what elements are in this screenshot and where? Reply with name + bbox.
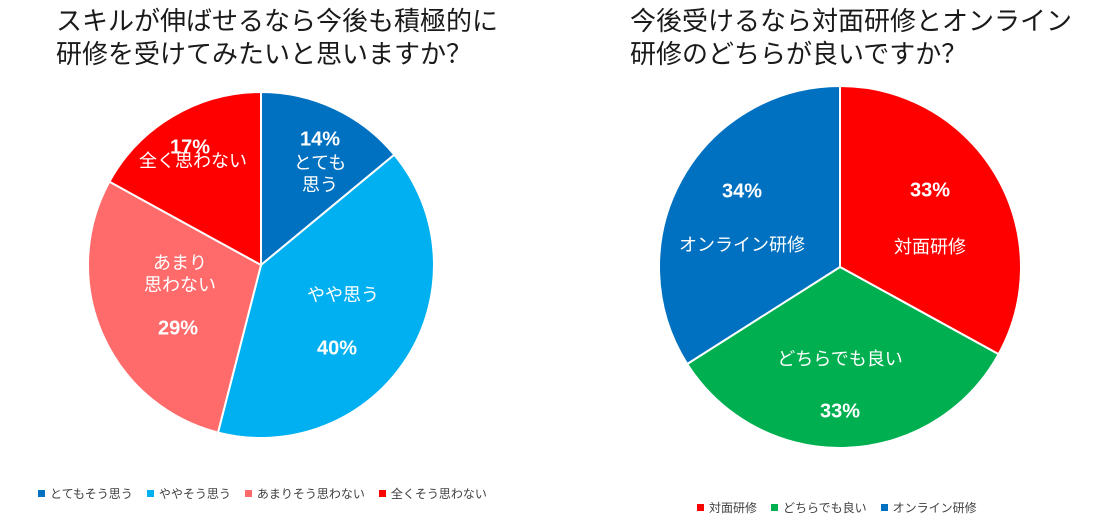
slice-percentage: 34%	[722, 180, 762, 202]
pie-slice	[108, 90, 262, 267]
legend: 対面研修 どちらでも良い オンライン研修	[697, 499, 977, 516]
legend-item: どちらでも良い	[771, 499, 867, 516]
pie-slice	[260, 90, 396, 268]
legend-swatch	[38, 490, 45, 497]
chart-title: 今後受けるなら対面研修とオンライン 研修のどちらが良いですか？	[630, 7, 1073, 70]
legend-swatch	[244, 490, 252, 497]
legend-swatch	[880, 504, 888, 511]
legend-item: 対面研修	[697, 499, 757, 516]
slice-percentage: 33%	[910, 179, 950, 201]
slice-label: 全く思わない	[139, 151, 247, 172]
legend-label: ややそう思う	[158, 487, 231, 501]
pie-slice	[658, 84, 841, 366]
pie-chart-training-format: 今後受けるなら対面研修とオンライン 研修のどちらが良いですか？ 対面研修 33% ど…	[555, 0, 1111, 527]
slice-label: オンライン研修	[679, 235, 805, 256]
legend-swatch	[378, 490, 386, 497]
slice-percentage: 40%	[317, 337, 357, 359]
pie-slice	[216, 153, 435, 439]
legend-item: 全くそう思わない	[378, 485, 487, 502]
slice-percentage: 29%	[158, 317, 198, 339]
slice-label: とても思う	[294, 153, 347, 196]
slice-label: あまり思わない	[144, 253, 216, 296]
legend-label: あまりそう思わない	[256, 487, 365, 501]
slice-percentage: 14%	[300, 128, 340, 150]
slice-percentage: 33%	[820, 400, 860, 422]
legend-item: ややそう思う	[146, 485, 231, 502]
legend-swatch	[771, 504, 779, 511]
legend: とてもそう思う ややそう思う あまりそう思わない 全くそう思わない	[38, 485, 487, 502]
chart-title: スキルが伸ばせるなら今後も積極的に 研修を受けてみたいと思いますか？	[56, 7, 499, 70]
legend-label: とてもそう思う	[50, 487, 133, 501]
legend-label: 全くそう思わない	[390, 487, 487, 501]
pie-chart-training-willingness: スキルが伸ばせるなら今後も積極的に 研修を受けてみたいと思いますか？ とても思う…	[0, 0, 555, 527]
pie-slice	[87, 180, 263, 434]
legend-label: 対面研修	[709, 501, 758, 515]
pie-svg: 対面研修 33% どちらでも良い 33% オンライン研修 34%	[658, 84, 1022, 449]
pie-slice	[839, 84, 1022, 356]
pie-slice	[685, 265, 1000, 449]
slice-percentage: 17%	[170, 136, 210, 158]
legend-label: どちらでも良い	[783, 501, 867, 515]
slice-label: 対面研修	[894, 237, 966, 258]
legend-item: とてもそう思う	[38, 485, 133, 502]
legend-item: オンライン研修	[880, 499, 977, 516]
legend-swatch	[146, 490, 154, 497]
slice-label: どちらでも良い	[777, 349, 902, 370]
legend-swatch	[697, 504, 704, 511]
slice-label: やや思う	[307, 285, 379, 306]
legend-label: オンライン研修	[892, 501, 977, 515]
legend-item: あまりそう思わない	[244, 485, 365, 502]
